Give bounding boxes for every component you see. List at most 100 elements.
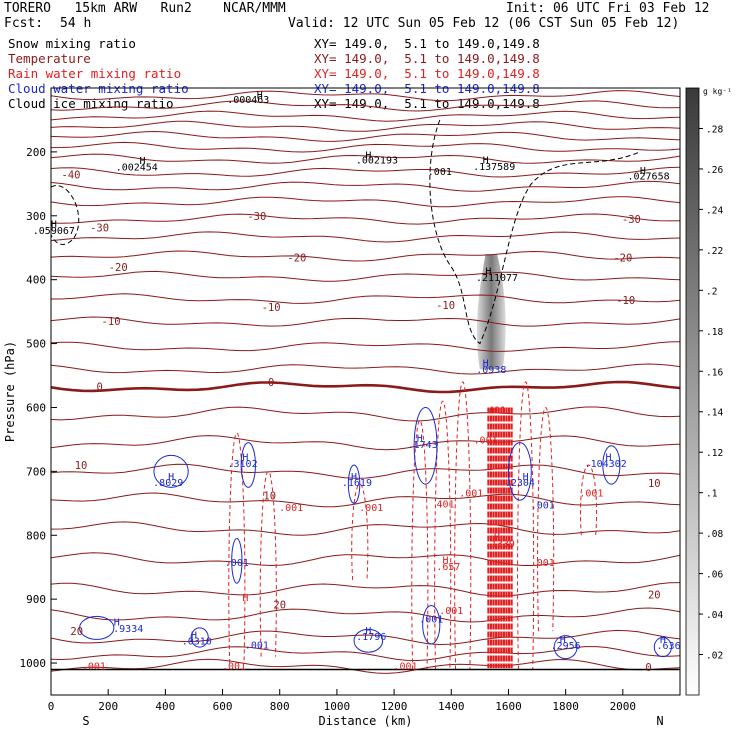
x-tick-label: 2000 <box>610 700 637 713</box>
plot-layer <box>51 90 680 674</box>
extremum-label: H <box>139 156 145 167</box>
isotherm-label: -10 <box>436 300 455 312</box>
x-tick-label: 600 <box>213 700 233 713</box>
x-tick-label: 1800 <box>552 700 579 713</box>
extremum-label: .001 <box>428 167 452 178</box>
y-tick-label: 500 <box>26 338 46 351</box>
isotherm-label: 10 <box>263 491 276 503</box>
extremum-label: H <box>660 635 666 646</box>
extremum-label: 401 <box>437 499 455 510</box>
x-tick-label: 200 <box>98 700 118 713</box>
extremum-label: H <box>483 359 489 370</box>
field-range-rain: XY= 149.0, 5.1 to 149.0,149.8 <box>314 66 540 81</box>
colorbar-tick-label: .26 <box>706 165 723 176</box>
cloud-water-contour <box>353 628 384 653</box>
extremum-label: .001 <box>439 606 463 617</box>
isotherm-line <box>51 141 680 153</box>
extremum-label: .2956 <box>551 641 581 652</box>
extremum-label: .000463 <box>227 95 269 106</box>
isotherm-label: 0 <box>645 662 651 674</box>
extremum-label: H <box>443 556 449 567</box>
isotherm-line <box>51 100 680 112</box>
field-name-snow: Snow mixing ratio <box>8 36 136 51</box>
cloud-water-contour <box>231 537 243 584</box>
isotherm-line <box>51 646 680 662</box>
cloud-water-contour <box>653 636 672 658</box>
x-tick-label: 1400 <box>438 700 465 713</box>
colorbar-tick-label: .02 <box>706 651 723 662</box>
extremum-label: .2304 <box>505 478 535 489</box>
cloud-water-contour <box>79 615 115 640</box>
colorbar-tick-label: .06 <box>706 570 723 581</box>
colorbar-tick-label: .04 <box>706 610 723 621</box>
plot-frame <box>50 87 681 696</box>
isotherm-line <box>51 196 680 208</box>
colorbar-tick-label: .12 <box>706 448 723 459</box>
extremum-label: H <box>494 533 500 544</box>
isotherm-line <box>51 435 680 451</box>
y-tick-label: 800 <box>26 529 46 542</box>
isotherm-line <box>51 463 680 479</box>
extremum-label: .001 <box>419 614 443 625</box>
rain-contour <box>579 464 598 536</box>
rain-contour <box>228 432 246 664</box>
extremum-label: H <box>51 219 57 230</box>
snow-contour <box>429 119 641 345</box>
isotherm-line <box>51 341 680 352</box>
extremum-label: .059067 <box>33 226 75 237</box>
cloud-water-contour <box>507 442 532 501</box>
isotherm-label: -30 <box>247 211 266 223</box>
isotherm-line <box>51 270 680 282</box>
north-label: N <box>656 714 663 728</box>
field-range-snow: XY= 149.0, 5.1 to 149.0,149.8 <box>314 36 540 51</box>
extremum-label: .001 <box>225 558 249 569</box>
rain-contour <box>411 419 429 670</box>
y-tick-label: 300 <box>26 210 46 223</box>
extremum-label: .001 <box>474 435 498 446</box>
extremum-label: H <box>483 156 489 167</box>
colorbar-tick-label: .24 <box>706 205 723 216</box>
isotherm-label: 0 <box>268 377 274 389</box>
extremum-label: .104302 <box>585 459 627 470</box>
colorbar-tick-label: .22 <box>706 246 723 257</box>
isotherm-line <box>51 153 680 164</box>
isotherm-line <box>51 166 680 178</box>
x-tick-label: 800 <box>270 700 290 713</box>
isotherm-label: 20 <box>648 590 661 602</box>
extremum-label: .1796 <box>356 632 386 643</box>
field-name-rain: Rain water mixing ratio <box>8 66 182 81</box>
extremum-label: H <box>191 630 197 641</box>
extremum-label: H <box>417 434 423 445</box>
isotherm-label: -20 <box>287 252 306 264</box>
isotherm-line <box>51 492 680 508</box>
extremum-label: .001 <box>279 503 303 514</box>
extremum-label: .0938 <box>476 365 506 376</box>
colorbar-tick-label: .2 <box>706 286 717 297</box>
field-range-temperature: XY= 149.0, 5.1 to 149.0,149.8 <box>314 51 540 66</box>
extremum-label: .001 <box>245 641 269 652</box>
x-tick-label: 1200 <box>381 700 408 713</box>
extremum-label: H <box>606 453 612 464</box>
y-tick-label: 200 <box>26 146 46 159</box>
y-tick-label: 900 <box>26 593 46 606</box>
cloud-water-contour <box>190 627 209 648</box>
y-tick-label: 700 <box>26 465 46 478</box>
isotherm-label: -20 <box>613 252 632 264</box>
colorbar: .02 .04 .06 .08 .1 .12 .14 .16 .18 .2 .22 .24 .26 .28… <box>685 87 732 696</box>
extremum-label: .001 <box>359 503 383 514</box>
isotherm-label: 20 <box>273 599 286 611</box>
isotherm-line <box>51 213 680 225</box>
y-axis-label: Pressure (hPa) <box>3 341 17 442</box>
isotherm-line <box>51 250 680 262</box>
isotherm-label: -30 <box>622 214 641 226</box>
isotherm-label: 20 <box>70 626 83 638</box>
x-tick-label: 1000 <box>324 700 351 713</box>
isotherm-label: -10 <box>262 302 281 314</box>
isotherm-label: -10 <box>102 316 121 328</box>
isotherm-line <box>51 231 680 243</box>
cloud-water-contour <box>413 406 438 485</box>
extremum-label: H <box>351 472 357 483</box>
cloud-water-contour <box>347 464 361 504</box>
isotherm-line <box>51 582 680 597</box>
extremum-label: .137589 <box>473 162 515 173</box>
